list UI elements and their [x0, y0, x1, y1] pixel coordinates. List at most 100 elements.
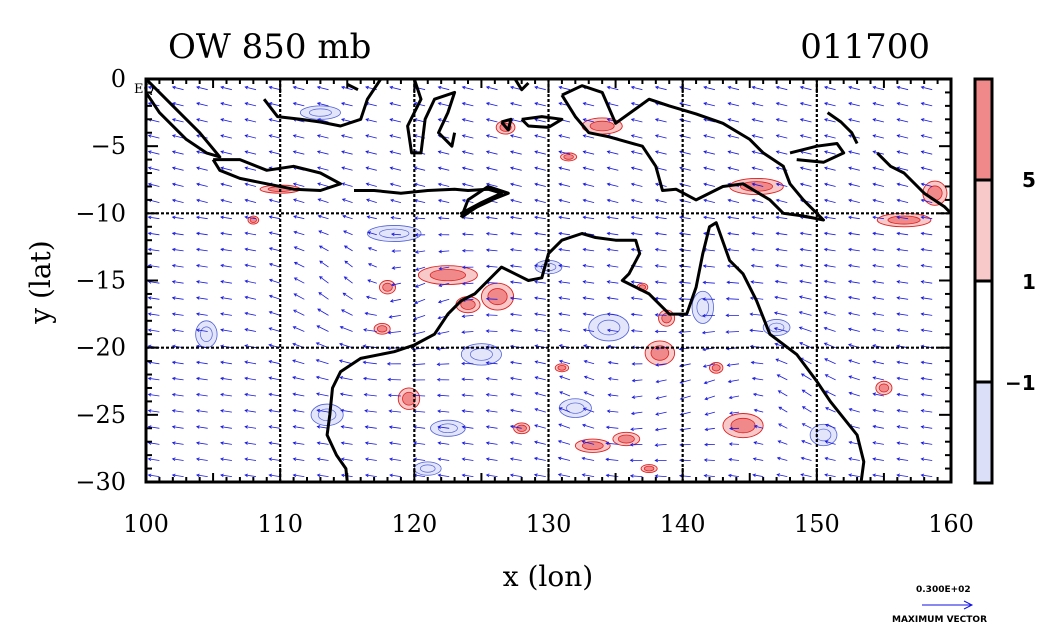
wind-vector-452 [582, 118, 595, 123]
wind-vector-28 [171, 134, 184, 139]
wind-vector-145 [268, 408, 281, 413]
wind-vector-352 [485, 118, 498, 123]
wind-vector-200 [340, 85, 353, 91]
wind-vector-368 [485, 377, 498, 381]
wind-vector-529 [654, 150, 667, 155]
wind-vector-10 [147, 247, 160, 252]
wind-vector-398 [509, 457, 522, 461]
positive-blob-core-3 [650, 345, 670, 361]
wind-vector-109 [244, 231, 257, 236]
wind-vector-408 [534, 215, 546, 220]
wind-vector-390 [509, 328, 522, 333]
wind-vector-743 [848, 375, 860, 381]
wind-vector-61 [195, 264, 208, 268]
negative-blob-5 [195, 320, 218, 349]
wind-vector-407 [534, 198, 546, 203]
wind-vector-630 [751, 166, 764, 171]
wind-vector-646 [753, 424, 764, 429]
wind-vector-695 [801, 406, 812, 413]
wind-vector-731 [848, 182, 860, 187]
wind-vector-804 [920, 150, 933, 155]
wind-vector-281 [413, 182, 426, 187]
wind-vector-94 [220, 392, 232, 397]
wind-vector-717 [824, 358, 836, 365]
wind-vector-87 [220, 280, 232, 284]
wind-vector-233 [366, 215, 377, 220]
wind-vector-701 [823, 102, 836, 107]
wind-vector-543 [655, 379, 667, 384]
wind-vector-652 [775, 118, 788, 123]
wind-vector-399 [509, 473, 522, 478]
wind-vector-234 [367, 231, 377, 236]
wind-vector-660 [775, 247, 788, 252]
wind-vector-768 [872, 376, 884, 381]
wind-vector-786 [896, 264, 909, 268]
wind-vector-609 [727, 231, 740, 236]
wind-vector-143 [268, 376, 281, 381]
wind-vector-513 [630, 296, 643, 301]
positive-blob-core-9 [617, 434, 635, 444]
wind-vector-39 [171, 312, 184, 316]
wind-vector-205 [341, 166, 353, 171]
wind-vector-34 [171, 231, 184, 236]
wind-vector-821 [920, 425, 933, 429]
wind-vector-218 [339, 376, 353, 381]
wind-vector-71 [195, 425, 208, 429]
wind-vector-438 [558, 296, 571, 300]
x-tick-label-140: 140 [660, 510, 706, 538]
wind-vector-159 [293, 230, 305, 236]
wind-vector-354 [485, 150, 498, 155]
colorbar-band-mid [975, 180, 992, 281]
wind-vector-783 [896, 215, 909, 220]
wind-vector-99 [220, 473, 232, 478]
wind-vector-470 [582, 407, 595, 413]
wind-vector-742 [848, 359, 860, 365]
positive-blob-core-5 [402, 391, 416, 406]
wind-vector-668 [776, 374, 788, 381]
wind-vector-239 [364, 311, 377, 316]
wind-vector-365 [485, 329, 498, 333]
wind-vector-772 [872, 441, 884, 445]
wind-vector-396 [509, 424, 522, 429]
wind-vector-59 [195, 231, 208, 236]
wind-vector-89 [220, 312, 232, 316]
wind-vector-474 [581, 473, 595, 477]
wind-vector-358 [485, 215, 498, 220]
wind-vector-715 [823, 326, 836, 332]
wind-vector-767 [872, 360, 884, 365]
negative-blob-inner-5 [200, 326, 213, 342]
x-axis-label: x (lon) [503, 560, 593, 593]
wind-vector-789 [896, 312, 909, 316]
positive-blob-core-1 [487, 288, 508, 306]
wind-vector-481 [606, 182, 619, 187]
wind-vector-643 [751, 376, 764, 381]
wind-vector-535 [654, 247, 667, 252]
wind-vector-494 [607, 393, 619, 397]
wind-vector-361 [485, 264, 498, 269]
wind-vector-156 [292, 182, 305, 187]
wind-vector-63 [195, 296, 208, 300]
wind-vector-331 [461, 182, 474, 187]
wind-vector-687 [799, 279, 812, 284]
wind-vector-522 [629, 442, 643, 447]
wind-vector-628 [751, 134, 764, 139]
wind-vector-133 [268, 215, 281, 220]
wind-vector-431 [558, 182, 571, 187]
wind-vector-315 [436, 331, 450, 336]
wind-vector-823 [920, 457, 933, 462]
wind-vector-317 [436, 362, 450, 367]
wind-vector-406 [534, 182, 546, 187]
wind-vector-581 [703, 182, 715, 187]
wind-vector-582 [703, 198, 715, 203]
wind-vector-588 [702, 297, 715, 301]
wind-vector-507 [630, 198, 643, 203]
wind-vector-820 [920, 409, 933, 413]
wind-vector-763 [872, 296, 884, 300]
negative-blob-4 [310, 403, 344, 426]
wind-vector-348 [461, 457, 474, 462]
positive-blob-core-7 [376, 325, 388, 333]
wind-vector-95 [220, 409, 232, 413]
wind-vector-96 [220, 425, 232, 429]
wind-vector-819 [920, 392, 933, 397]
wind-vector-64 [195, 312, 208, 316]
